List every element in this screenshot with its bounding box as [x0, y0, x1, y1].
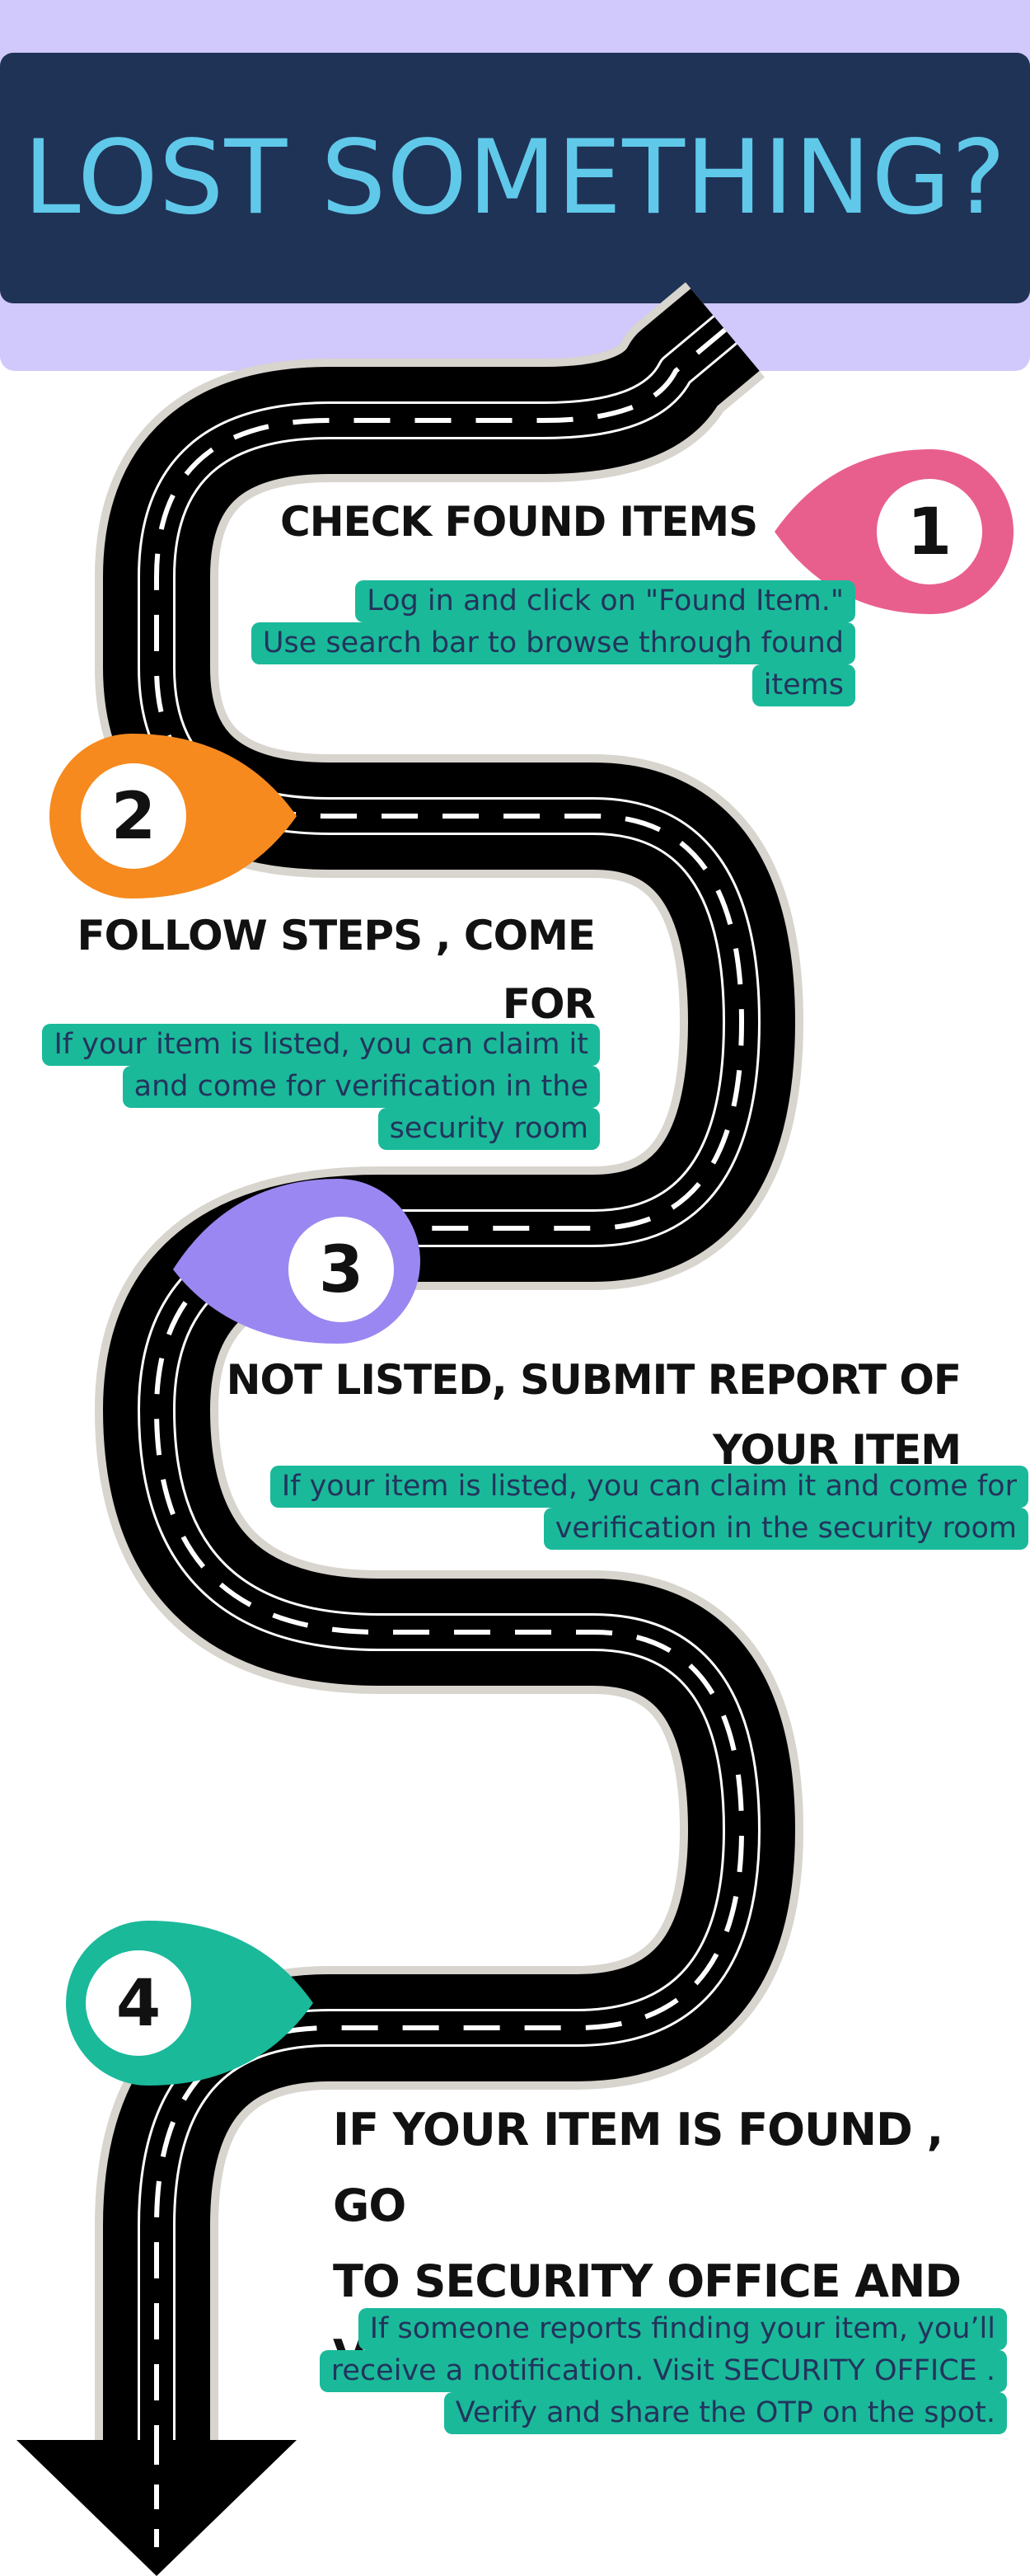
description-line: and come for verification in the — [122, 1066, 600, 1108]
description-line: items — [751, 664, 855, 706]
description-line: Use search bar to browse through found — [250, 622, 855, 664]
marker-number: 4 — [116, 1967, 161, 2041]
step-1-description: Log in and click on "Found Item." Use se… — [250, 580, 855, 706]
step-1-title: CHECK FOUND ITEMS — [280, 501, 758, 542]
description-line: security room — [377, 1108, 600, 1150]
map-pin-icon: 2 — [49, 734, 297, 899]
page-title: LOST SOMETHING? — [23, 119, 1007, 237]
description-line: verification in the security room — [543, 1508, 1028, 1550]
description-line: If your item is listed, you can claim it — [42, 1024, 600, 1066]
description-line: If someone reports finding your item, yo… — [358, 2308, 1007, 2350]
description-line: Verify and share the OTP on the spot. — [443, 2392, 1007, 2434]
step-4-title: IF YOUR ITEM IS FOUND , GO TO SECURITY O… — [333, 2092, 992, 2395]
marker-number: 1 — [907, 495, 952, 570]
title-banner: LOST SOMETHING? — [0, 53, 1030, 303]
step-title-line: TO SECURITY OFFICE AND — [333, 2255, 962, 2307]
step-title-line: IF YOUR ITEM IS FOUND , GO — [333, 2104, 943, 2231]
step-3-description: If your item is listed, you can claim it… — [269, 1466, 1028, 1550]
map-pin-icon: 3 — [173, 1179, 420, 1344]
step-4-description: If someone reports finding your item, yo… — [319, 2308, 1007, 2434]
description-line: receive a notification. Visit SECURITY O… — [319, 2350, 1007, 2392]
map-pin-icon: 4 — [66, 1921, 313, 2086]
step-2-description: If your item is listed, you can claim it… — [42, 1024, 600, 1150]
marker-number: 2 — [111, 780, 156, 854]
map-pin-icon: 1 — [775, 449, 1014, 614]
step-title-line: CHECK FOUND ITEMS — [280, 498, 758, 546]
step-3-title: NOT LISTED, SUBMIT REPORT OF YOUR ITEM — [219, 1345, 962, 1485]
step-title-line: FOLLOW STEPS , COME FOR — [77, 912, 596, 1028]
road-center-dashes — [153, 327, 745, 2465]
step-title-line: NOT LISTED, SUBMIT REPORT OF — [226, 1356, 962, 1404]
description-line: If your item is listed, you can claim it… — [269, 1466, 1028, 1508]
description-line: Log in and click on "Found Item." — [355, 580, 855, 622]
marker-number: 3 — [319, 1233, 363, 1307]
